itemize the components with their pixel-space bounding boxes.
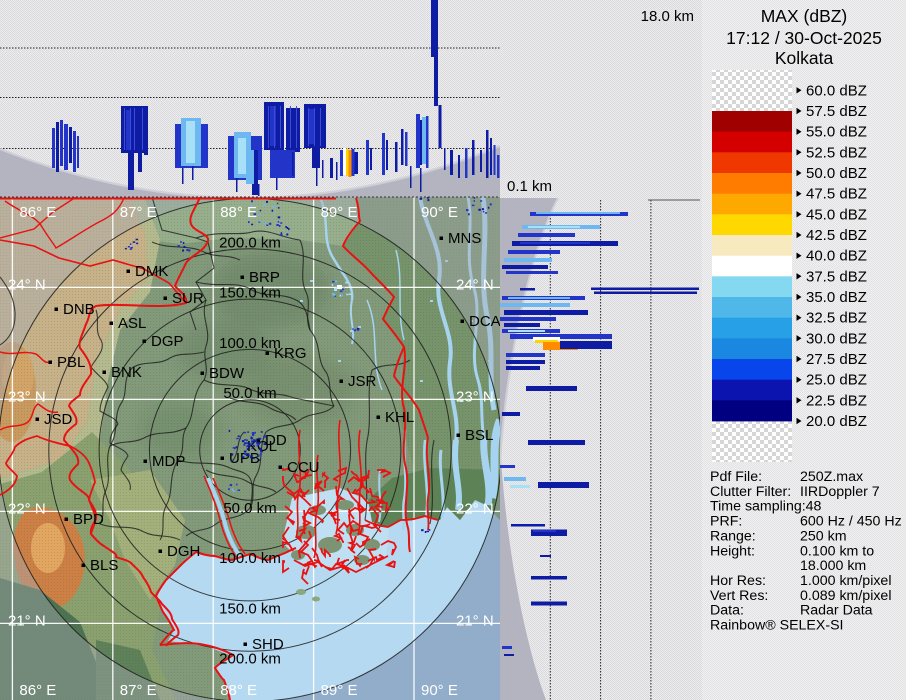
svg-text:BLS: BLS: [90, 557, 118, 574]
svg-text:Hor Res:: Hor Res:: [710, 573, 766, 589]
svg-text:18.0 km: 18.0 km: [641, 8, 694, 25]
svg-text:UPB: UPB: [229, 450, 260, 467]
svg-text:DD: DD: [265, 432, 287, 449]
svg-text:SUR: SUR: [172, 290, 204, 307]
svg-text:600 Hz / 450 Hz: 600 Hz / 450 Hz: [800, 514, 902, 530]
svg-text:37.5 dBZ: 37.5 dBZ: [806, 268, 867, 285]
svg-text:18.000 km: 18.000 km: [800, 558, 866, 574]
svg-text:BRP: BRP: [249, 269, 280, 286]
svg-text:25.0 dBZ: 25.0 dBZ: [806, 372, 867, 389]
svg-text:IIRDoppler 7: IIRDoppler 7: [800, 484, 880, 500]
svg-text:250 km: 250 km: [800, 528, 847, 544]
svg-text:20.0 dBZ: 20.0 dBZ: [806, 413, 867, 430]
svg-text:100.0 km: 100.0 km: [219, 550, 281, 567]
svg-text:23° N: 23° N: [8, 388, 46, 405]
svg-text:200.0 km: 200.0 km: [219, 651, 281, 668]
svg-text:250Z.max: 250Z.max: [800, 469, 863, 485]
svg-text:BNK: BNK: [111, 364, 142, 381]
svg-text:PBL: PBL: [57, 354, 85, 371]
svg-text:DMK: DMK: [135, 263, 168, 280]
svg-text:MDP: MDP: [152, 453, 185, 470]
svg-text:1.000 km/pixel: 1.000 km/pixel: [800, 573, 891, 589]
svg-text:22° N: 22° N: [8, 500, 46, 517]
svg-text:21° N: 21° N: [8, 612, 46, 629]
svg-text:ASL: ASL: [118, 315, 146, 332]
svg-text:40.0 dBZ: 40.0 dBZ: [806, 248, 867, 265]
svg-text:MAX (dBZ): MAX (dBZ): [761, 6, 848, 26]
svg-text:Vert Res:: Vert Res:: [710, 588, 768, 604]
svg-text:200.0 km: 200.0 km: [219, 234, 281, 251]
svg-text:CCU: CCU: [287, 459, 320, 476]
svg-text:45.0 dBZ: 45.0 dBZ: [806, 206, 867, 223]
svg-text:JSR: JSR: [348, 373, 377, 390]
svg-text:0.1 km: 0.1 km: [507, 178, 552, 195]
svg-text:17:12 / 30-Oct-2025: 17:12 / 30-Oct-2025: [726, 28, 882, 48]
svg-text:150.0 km: 150.0 km: [219, 285, 281, 302]
svg-text:88° E: 88° E: [220, 204, 257, 221]
svg-text:32.5 dBZ: 32.5 dBZ: [806, 310, 867, 327]
svg-text:Time sampling:48: Time sampling:48: [710, 499, 822, 515]
svg-text:0.089 km/pixel: 0.089 km/pixel: [800, 588, 891, 604]
svg-text:23° N: 23° N: [456, 388, 494, 405]
svg-text:30.0 dBZ: 30.0 dBZ: [806, 330, 867, 347]
svg-text:DGH: DGH: [167, 543, 200, 560]
svg-text:SHD: SHD: [252, 636, 284, 653]
svg-text:90° E: 90° E: [421, 204, 458, 221]
svg-text:50.0 dBZ: 50.0 dBZ: [806, 165, 867, 182]
svg-text:JSD: JSD: [44, 411, 73, 428]
svg-text:KRG: KRG: [274, 345, 307, 362]
svg-text:42.5 dBZ: 42.5 dBZ: [806, 227, 867, 244]
svg-text:Height:: Height:: [710, 543, 755, 559]
svg-text:Range:: Range:: [710, 528, 756, 544]
svg-text:Data:: Data:: [710, 603, 744, 619]
svg-text:0.100 km to: 0.100 km to: [800, 543, 874, 559]
svg-text:BSL: BSL: [465, 427, 493, 444]
svg-text:Pdf File:: Pdf File:: [710, 469, 762, 485]
svg-text:27.5 dBZ: 27.5 dBZ: [806, 351, 867, 368]
svg-text:86° E: 86° E: [19, 204, 56, 221]
svg-text:90° E: 90° E: [421, 682, 458, 699]
svg-text:22° N: 22° N: [456, 500, 494, 517]
svg-text:DNB: DNB: [63, 301, 95, 318]
svg-text:DGP: DGP: [151, 333, 184, 350]
svg-text:Radar Data: Radar Data: [800, 603, 873, 619]
svg-text:52.5 dBZ: 52.5 dBZ: [806, 144, 867, 161]
svg-text:BPD: BPD: [73, 511, 104, 528]
svg-text:35.0 dBZ: 35.0 dBZ: [806, 289, 867, 306]
svg-text:Clutter Filter:: Clutter Filter:: [710, 484, 791, 500]
svg-text:Rainbow® SELEX-SI: Rainbow® SELEX-SI: [710, 618, 843, 634]
svg-text:PRF:: PRF:: [710, 514, 742, 530]
svg-text:47.5 dBZ: 47.5 dBZ: [806, 186, 867, 203]
svg-text:50.0 km: 50.0 km: [223, 385, 276, 402]
svg-text:21° N: 21° N: [456, 612, 494, 629]
svg-text:55.0 dBZ: 55.0 dBZ: [806, 124, 867, 141]
svg-text:DCA: DCA: [469, 313, 501, 330]
svg-text:24° N: 24° N: [8, 276, 46, 293]
svg-text:MNS: MNS: [448, 230, 481, 247]
svg-text:60.0 dBZ: 60.0 dBZ: [806, 82, 867, 99]
svg-text:57.5 dBZ: 57.5 dBZ: [806, 103, 867, 120]
svg-text:22.5 dBZ: 22.5 dBZ: [806, 392, 867, 409]
svg-text:89° E: 89° E: [321, 682, 358, 699]
svg-text:100.0 km: 100.0 km: [219, 335, 281, 352]
svg-text:KHL: KHL: [385, 409, 414, 426]
svg-text:Kolkata: Kolkata: [775, 48, 834, 68]
svg-text:50.0 km: 50.0 km: [223, 500, 276, 517]
svg-text:88° E: 88° E: [220, 682, 257, 699]
svg-text:24° N: 24° N: [456, 276, 494, 293]
svg-text:87° E: 87° E: [120, 204, 157, 221]
svg-text:87° E: 87° E: [120, 682, 157, 699]
svg-text:150.0 km: 150.0 km: [219, 600, 281, 617]
svg-text:86° E: 86° E: [19, 682, 56, 699]
svg-text:89° E: 89° E: [321, 204, 358, 221]
svg-text:BDW: BDW: [209, 365, 245, 382]
